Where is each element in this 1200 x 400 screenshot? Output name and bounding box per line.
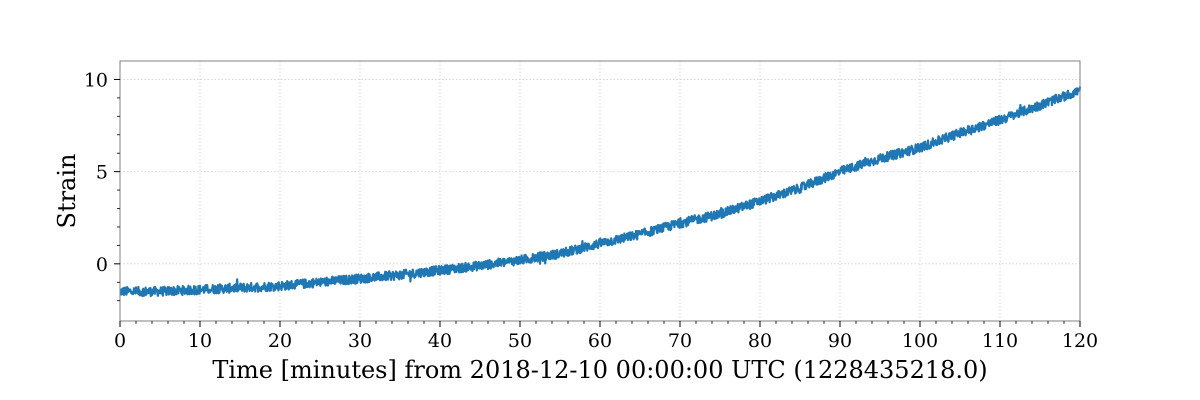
x-tick-label: 30 <box>348 330 372 352</box>
grid-lines <box>119 61 1081 321</box>
series-group <box>119 86 1082 298</box>
y-tick-label: 0 <box>96 254 108 276</box>
x-tick-label: 110 <box>982 330 1018 352</box>
x-tick-label: 0 <box>114 330 126 352</box>
x-tick-label: 10 <box>188 330 212 352</box>
x-tick-label: 100 <box>902 330 938 352</box>
series-line-0 <box>119 86 1082 298</box>
x-tick-label: 20 <box>268 330 292 352</box>
x-axis-label: Time [minutes] from 2018-12-10 00:00:00 … <box>212 356 987 384</box>
x-tick-label: 120 <box>1062 330 1098 352</box>
x-tick-label: 70 <box>668 330 692 352</box>
x-tick-label: 50 <box>508 330 532 352</box>
y-axis-label: Strain <box>53 154 81 229</box>
x-tick-label: 80 <box>748 330 772 352</box>
x-tick-label: 40 <box>428 330 452 352</box>
x-tick-label: 90 <box>828 330 852 352</box>
axis-ticks: 0 10 20 30 40 50 60 70 80 90 100 110 120 0 5 10 <box>84 69 1098 352</box>
x-tick-label: 60 <box>588 330 612 352</box>
y-tick-label: 5 <box>96 162 108 184</box>
y-tick-label: 10 <box>84 69 108 91</box>
